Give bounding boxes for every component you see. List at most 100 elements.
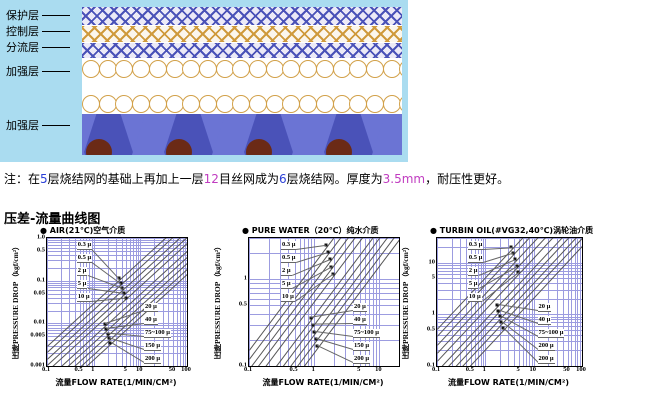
y-tick-label: 1 xyxy=(431,309,435,317)
series-marker xyxy=(108,341,112,345)
note-text-1: 层烧结网的基础上再加上一层 xyxy=(47,172,204,186)
series-marker xyxy=(513,257,517,261)
mesh-wire-circle xyxy=(365,60,384,78)
leader-line xyxy=(42,125,70,126)
leader-line xyxy=(42,71,70,72)
x-tick-label: 0.5 xyxy=(74,366,83,373)
chart-title: ● AIR(21℃)空气介质 xyxy=(40,226,126,235)
gridline-horizontal xyxy=(437,329,582,331)
mesh-wire-circle xyxy=(382,60,401,78)
series-marker xyxy=(496,309,500,313)
gridline-vertical xyxy=(187,238,188,366)
y-tick-label: 0.01 xyxy=(33,318,45,326)
x-tick-label: 10 xyxy=(375,366,382,373)
gridline-horizontal xyxy=(437,350,582,352)
series-marker xyxy=(119,281,122,285)
gridline-vertical xyxy=(176,238,178,366)
y-tick-label: 1 xyxy=(243,274,247,282)
gridline-vertical xyxy=(126,238,128,366)
mesh-wire-circle xyxy=(232,95,251,113)
gridline-vertical xyxy=(162,238,164,366)
gridline-vertical xyxy=(168,238,170,366)
x-tick-label: 10 xyxy=(136,366,143,373)
gridline-vertical xyxy=(89,238,91,366)
series-marker xyxy=(311,323,314,327)
gridline-vertical xyxy=(86,238,88,366)
mesh-wire-circle xyxy=(299,60,318,78)
y-tick-label: 0.001 xyxy=(30,361,45,369)
gridline-horizontal xyxy=(437,341,582,343)
gridline-vertical xyxy=(182,238,184,366)
series-label-40micron: 40 μ xyxy=(537,316,552,325)
chart-title: ● TURBIN OIL(#VG32,40℃)涡轮油介质 xyxy=(430,226,594,235)
gridline-horizontal xyxy=(437,316,582,318)
mesh-wire-circle xyxy=(399,60,402,78)
y-tick-label: 5 xyxy=(431,273,435,281)
x-tick-label: 1 xyxy=(311,366,315,373)
leader-line xyxy=(42,15,70,16)
x-tick-label: 0.1 xyxy=(41,366,51,373)
gridline-vertical xyxy=(288,238,290,366)
gridline-vertical xyxy=(179,238,181,366)
sintered-mesh-diagram: 保护层 控制层 分流层 加强层 加强层 xyxy=(0,0,408,162)
gridline-horizontal xyxy=(249,298,399,300)
series-marker xyxy=(498,314,502,318)
mesh-wire-circle xyxy=(82,60,100,78)
gridline-vertical xyxy=(364,238,366,366)
leader-line xyxy=(42,47,70,48)
y-axis-ticks: 1 0.5 0.1 xyxy=(225,237,248,369)
support-layer-circles-bottom xyxy=(82,95,402,113)
series-label-10micron: 10 μ xyxy=(467,293,482,302)
gridline-vertical xyxy=(577,238,579,366)
chart-air: ● AIR(21℃)空气介质 压降PRESSURE DROP（kgf/cm²） … xyxy=(10,224,215,397)
mesh-wire-circle xyxy=(165,60,184,78)
gridline-vertical xyxy=(69,238,71,366)
mesh-wire-circle xyxy=(82,95,100,113)
series-label-75100micron: 75~100 μ xyxy=(537,329,565,338)
x-tick-label: 50 xyxy=(168,366,176,373)
gridline-horizontal xyxy=(47,247,187,249)
mesh-wire-circle xyxy=(198,60,217,78)
gridline-horizontal xyxy=(47,329,187,331)
gridline-horizontal xyxy=(437,262,582,264)
mesh-wire-circle xyxy=(115,95,134,113)
mesh-wire-circle xyxy=(249,95,268,113)
mesh-wire-circle xyxy=(282,95,301,113)
diagram-label-5: 加强层 xyxy=(6,120,70,132)
plot-area: 压降PRESSURE DROP（kgf/cm²） 1 0.5 0.1 0.1 0.5 1… xyxy=(212,237,408,397)
curve-10micron xyxy=(47,243,187,366)
wire-cross-section-dot xyxy=(86,139,112,155)
y-axis-ticks: 10 5 1 0.5 0.1 xyxy=(413,237,436,368)
mesh-wire-circle xyxy=(165,95,184,113)
series-marker xyxy=(309,316,313,320)
series-label-200micron: 200 μ xyxy=(537,355,555,364)
mesh-wire-circle xyxy=(182,95,201,113)
y-tick-label: 10 xyxy=(428,258,436,266)
note-prefix: 注：在 xyxy=(4,172,41,186)
gridline-horizontal xyxy=(249,238,399,239)
series-marker xyxy=(314,337,317,341)
gridline-vertical xyxy=(480,238,482,366)
x-axis-label: 流量FLOW RATE(1/MIN/CM²) xyxy=(262,378,384,387)
gridline-vertical xyxy=(519,238,521,366)
note-text-2: 目丝网成为 xyxy=(218,172,279,186)
y-tick-label: 0.5 xyxy=(426,325,435,333)
gridline-vertical xyxy=(562,238,564,366)
note-text-4: ，耐压性更好。 xyxy=(425,172,510,186)
mesh-layer-stack xyxy=(82,7,402,155)
series-marker xyxy=(315,344,319,348)
gridline-vertical xyxy=(91,238,93,366)
series-label-5micron: 5 μ xyxy=(281,280,292,289)
wire-cross-section-dot xyxy=(326,139,352,155)
mesh-wire-circle xyxy=(382,95,401,113)
note-text-3: 层烧结网。厚度为 xyxy=(286,172,383,186)
diagram-label-text: 分流层 xyxy=(6,41,39,54)
gridline-vertical xyxy=(47,238,48,366)
diagram-label-3: 分流层 xyxy=(6,42,70,54)
mesh-wire-circle xyxy=(332,60,351,78)
chart-title: ● PURE WATER（20℃）纯水介质 xyxy=(242,226,379,235)
y-tick-label: 0.1 xyxy=(36,276,45,284)
gridline-vertical xyxy=(533,238,535,366)
x-tick-label: 0.5 xyxy=(465,366,474,373)
series-label-20micron: 20 μ xyxy=(144,303,158,312)
